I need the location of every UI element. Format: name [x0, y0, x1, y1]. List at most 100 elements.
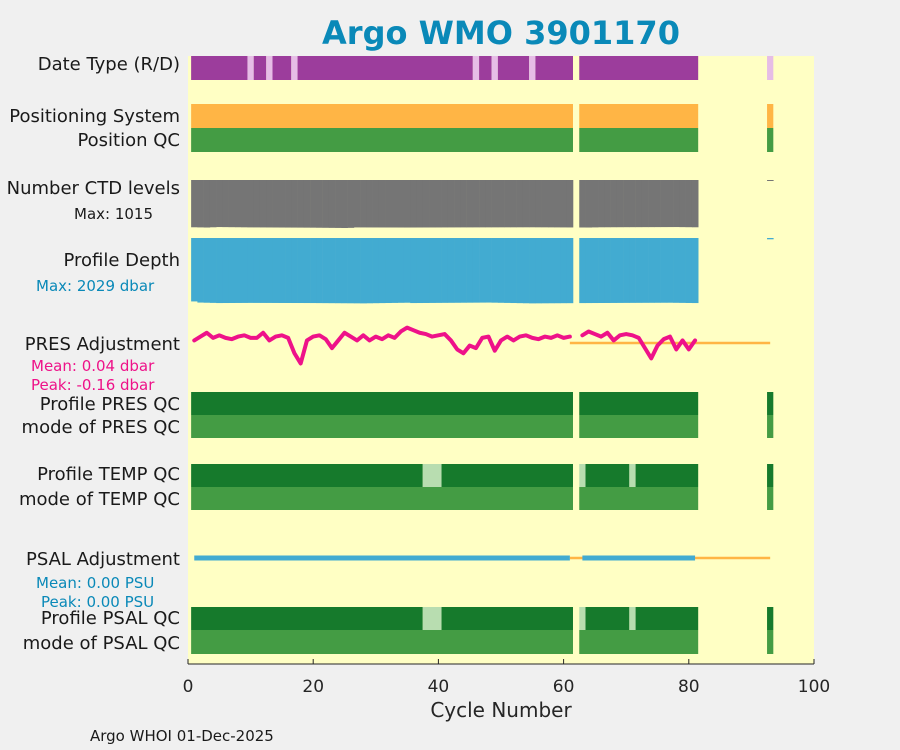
- profile_depth-bar-cycle-43: [454, 238, 461, 303]
- ctd_levels-bar-cycle-78: [673, 180, 680, 228]
- profile_depth-bar-cycle-67: [604, 238, 611, 303]
- ctd_levels-bar-cycle-41: [441, 180, 449, 228]
- profile_depth-bar-cycle-53: [516, 238, 524, 304]
- row-label-positioning: Positioning System: [9, 106, 180, 127]
- profile_psal_qc-segment-1: [191, 607, 423, 630]
- ctd_levels-bar-cycle-55: [529, 180, 536, 228]
- ctd_levels-bar-cycle-42: [447, 180, 455, 228]
- x-tick-label-20: 20: [302, 677, 324, 697]
- ctd_levels-bar-cycle-80: [685, 180, 693, 228]
- date_type-segment-4: [266, 56, 273, 80]
- profile_pres_qc-segment-1: [191, 392, 573, 415]
- date_type-segment-13: [535, 56, 573, 80]
- profile_depth-bar-cycle-71: [629, 238, 636, 303]
- profile_depth-bar-cycle-41: [441, 238, 449, 303]
- profile_depth-bar-cycle-29: [366, 238, 373, 304]
- ctd_levels-bar-cycle-6: [222, 180, 229, 228]
- ctd_levels-bar-cycle-32: [385, 180, 392, 228]
- ctd_levels-bar-cycle-43: [454, 180, 461, 228]
- ctd_levels-bar-cycle-16: [285, 180, 292, 228]
- profile_depth-bar-cycle-50: [497, 238, 505, 303]
- ctd_levels-bar-cycle-24: [335, 180, 342, 228]
- profile_depth-bar-cycle-10: [247, 238, 255, 303]
- chart-marks: [191, 56, 774, 654]
- ctd_levels-bar-cycle-19: [303, 180, 311, 228]
- ctd_levels-bar-cycle-67: [604, 180, 611, 228]
- ctd_levels-bar-cycle-44: [460, 180, 467, 228]
- x-tick-label-60: 60: [553, 677, 575, 697]
- profile_depth-bar-cycle-18: [297, 238, 305, 304]
- profile_depth-bar-cycle-77: [666, 238, 674, 303]
- ctd_levels-bar-cycle-17: [291, 180, 298, 228]
- profile_temp_qc-segment-6: [629, 464, 636, 487]
- profile_depth-bar-cycle-58: [547, 238, 555, 304]
- profile_depth-bar-cycle-56: [535, 238, 542, 304]
- position_qc-segment-1: [191, 128, 573, 152]
- profile_depth-bar-cycle-22: [322, 238, 330, 304]
- profile_depth-bar-cycle-61: [566, 238, 574, 304]
- positioning-segment-2: [579, 104, 699, 128]
- ctd_levels-bar-cycle-74: [648, 180, 655, 228]
- profile_depth-bar-cycle-9: [241, 238, 248, 303]
- ctd_levels-bar-cycle-30: [372, 180, 380, 228]
- ctd_levels-bar-cycle-33: [391, 180, 399, 228]
- profile_depth-bar-cycle-34: [397, 238, 405, 303]
- footer-text: Argo WHOI 01-Dec-2025: [90, 727, 274, 745]
- mode_psal_qc-segment-2: [579, 630, 699, 654]
- profile_depth-bar-cycle-16: [285, 238, 292, 303]
- profile_depth-bar-cycle-47: [479, 238, 486, 303]
- ctd_levels-bar-cycle-20: [310, 180, 317, 228]
- chart-title: Argo WMO 3901170: [322, 14, 680, 52]
- x-tick-label-80: 80: [678, 677, 700, 697]
- mode_temp_qc-segment-3: [767, 487, 774, 510]
- row-label-position-qc: Position QC: [77, 130, 180, 151]
- profile_depth-bar-cycle-6: [222, 238, 229, 304]
- ctd_levels-bar-cycle-38: [422, 180, 430, 228]
- profile_depth-bar-cycle-33: [391, 238, 399, 303]
- date_type-segments: [191, 56, 774, 80]
- ctd_levels-bar-cycle-14: [272, 180, 280, 228]
- ctd_levels-bar-cycle-1: [191, 180, 198, 228]
- ctd_levels-bar-cycle-48: [485, 180, 492, 228]
- profile_depth-bar-cycle-80: [685, 238, 693, 303]
- date_type-segment-1: [191, 56, 248, 80]
- profile_depth-bar-cycle-35: [403, 238, 411, 303]
- profile_depth-bar-cycle-19: [303, 238, 311, 304]
- date_type-segment-6: [291, 56, 298, 80]
- profile_depth-bar-cycle-11: [253, 238, 261, 303]
- ctd_levels-bars: [191, 180, 774, 228]
- profile_psal_qc-segment-6: [629, 607, 636, 630]
- profile_depth-bar-cycle-48: [485, 238, 492, 303]
- profile_depth-bar-cycle-25: [341, 238, 348, 304]
- profile_depth-bar-cycle-44: [460, 238, 467, 303]
- profile_depth-bar-cycle-31: [378, 238, 386, 304]
- mode_psal_qc-segments: [191, 630, 774, 654]
- row-label-pres-adj: PRES Adjustment: [25, 334, 180, 355]
- ctd_levels-bar-cycle-10: [247, 180, 255, 228]
- profile_depth-bar-cycle-75: [654, 238, 661, 303]
- row-label-psal-adj: PSAL Adjustment: [26, 549, 180, 570]
- profile_depth-bar-cycle-20: [310, 238, 317, 304]
- plot-area: [188, 56, 814, 664]
- ctd_levels-bar-cycle-49: [491, 180, 499, 228]
- ctd_levels-bar-cycle-8: [234, 180, 242, 228]
- ctd_levels-bar-cycle-57: [541, 180, 549, 228]
- ctd_levels-bar-cycle-81: [691, 180, 699, 228]
- profile_depth-bar-cycle-42: [447, 238, 455, 303]
- profile_depth-bar-cycle-46: [472, 238, 480, 303]
- profile_depth-bar-cycle-63: [579, 238, 586, 304]
- ctd_levels-bar-cycle-76: [660, 180, 668, 228]
- ctd_levels-bar-cycle-22: [322, 180, 330, 228]
- profile_depth-bar-cycle-3: [203, 238, 211, 303]
- profile_depth-bar-cycle-70: [623, 238, 630, 303]
- profile_depth-bar-cycle-93: [767, 238, 774, 240]
- ctd_levels-bar-cycle-71: [629, 180, 636, 228]
- date_type-segment-8: [472, 56, 480, 80]
- profile_depth-bar-cycle-17: [291, 238, 298, 304]
- mode_pres_qc-segment-1: [191, 415, 573, 438]
- profile_depth-bar-cycle-60: [560, 238, 568, 304]
- ctd_levels-bar-cycle-45: [466, 180, 474, 228]
- date_type-segment-9: [479, 56, 492, 80]
- x-tick-label-40: 40: [428, 677, 450, 697]
- profile_depth-bar-cycle-37: [416, 238, 424, 304]
